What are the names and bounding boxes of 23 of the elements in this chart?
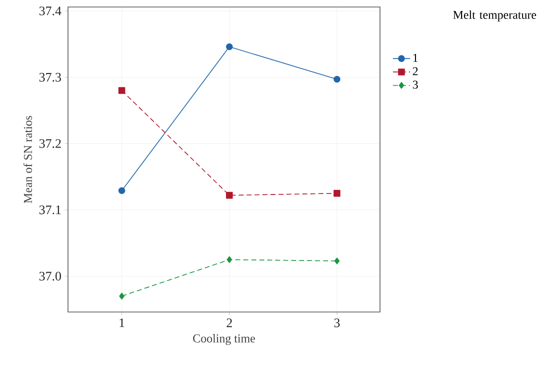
x-tick-label: 1 — [120, 318, 124, 328]
point — [334, 76, 340, 83]
point — [119, 292, 124, 300]
point — [334, 190, 340, 197]
legend-title: Melt temperature — [453, 10, 536, 22]
y-tick-label: 37.0 — [39, 272, 61, 281]
x-tick-label: 2 — [226, 318, 232, 328]
point — [334, 258, 340, 264]
x-tick-label: 3 — [334, 318, 340, 328]
legend-label: 1 — [413, 54, 418, 62]
x-axis-title: Cooling time — [193, 334, 255, 345]
point — [226, 256, 232, 264]
point — [118, 87, 126, 94]
point — [226, 43, 233, 50]
legend-label: 3 — [412, 80, 418, 89]
legend-label: 2 — [412, 67, 418, 76]
y-tick-label: 37.3 — [39, 72, 61, 82]
point — [118, 187, 126, 194]
y-tick-label: 37.1 — [39, 206, 61, 214]
y-tick-label: 37.2 — [39, 139, 61, 148]
y-tick-label: 37.4 — [39, 6, 62, 16]
y-axis-title: Mean of SN ratios — [23, 116, 32, 204]
point — [226, 192, 233, 199]
